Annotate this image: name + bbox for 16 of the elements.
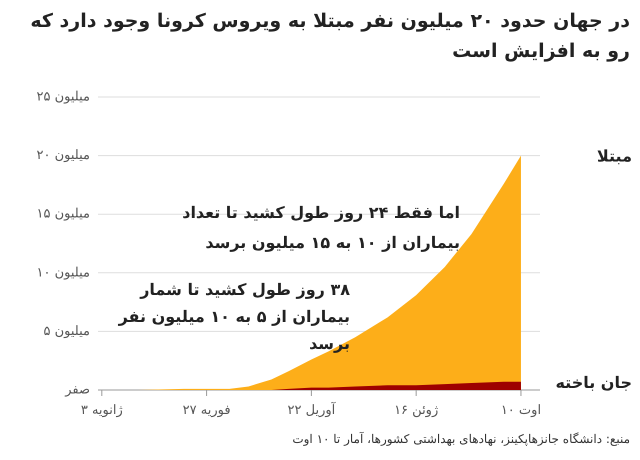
- text: مبتلا: [596, 146, 632, 166]
- x-tick-label: ۱۶ ژوئن: [394, 403, 438, 418]
- ytick: ۲۵ میلیون: [36, 90, 90, 104]
- annotation: منبع: دانشگاه جانزهاپکینز، نهادهای بهداشتی کشورها، آمار تا ۱۰ اوت: [291, 432, 630, 446]
- annotation: اما فقط ۲۴ روز طول کشید تا تعداد بیماران از ۱۰ به ۱۵ میلیون برسد: [181, 202, 460, 254]
- title: در جهان حدود ۲۰ میلیون نفر مبتلا به ویروس کرونا وجود دارد که رو به افزایش است: [29, 9, 630, 64]
- ytick: ۵ میلیون: [43, 324, 90, 339]
- x-tick-label: ۳ ژانویه: [80, 403, 123, 418]
- x-tick-label: ۱۰ اوت: [500, 403, 542, 418]
- text: جان باخته: [555, 372, 632, 392]
- ytick: ۱۰ میلیون: [36, 265, 90, 280]
- x-tick-label: ۲۲ آوریل: [288, 401, 337, 418]
- ytick: صفر: [65, 382, 90, 398]
- x-tick-label: ۲۷ فوریه: [182, 403, 231, 418]
- ytick: ۱۵ میلیون: [36, 206, 90, 222]
- ytick: ۲۰ میلیون: [36, 148, 90, 164]
